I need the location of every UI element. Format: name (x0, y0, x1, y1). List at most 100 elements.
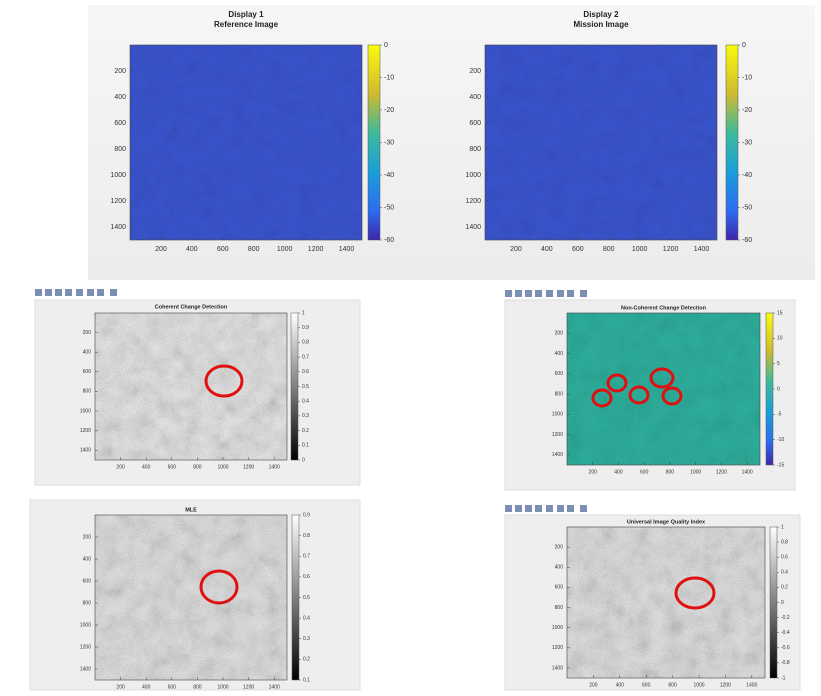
toolbar (505, 290, 587, 297)
x-tick-label: 400 (541, 246, 553, 253)
colorbar-tick-label: 0.1 (303, 677, 310, 683)
x-tick-label: 200 (155, 246, 167, 253)
x-tick-label: 400 (186, 246, 198, 253)
x-tick-label: 600 (642, 682, 651, 688)
x-tick-label: 1200 (720, 682, 731, 688)
x-tick-label: 1400 (339, 246, 355, 253)
x-tick-label: 1400 (269, 684, 280, 690)
image-noise (567, 313, 760, 465)
x-tick-label: 1400 (694, 246, 710, 253)
colorbar-tick-label: -60 (384, 237, 394, 244)
x-tick-label: 800 (248, 246, 260, 253)
figure-title: Reference Image (214, 20, 279, 29)
colorbar-tick-label: 0.7 (303, 554, 310, 560)
x-tick-label: 1000 (277, 246, 293, 253)
colorbar-tick-label: 0.3 (302, 413, 309, 419)
x-tick-label: 400 (142, 684, 151, 690)
colorbar (765, 312, 774, 466)
colorbar (291, 514, 300, 681)
colorbar-tick-label: 0.6 (303, 574, 310, 580)
x-tick-label: 600 (640, 469, 649, 475)
x-tick-label: 1000 (632, 246, 648, 253)
colorbar-tick-label: 0.6 (781, 555, 788, 561)
colorbar-tick-label: -50 (384, 204, 394, 211)
x-tick-label: 400 (616, 682, 625, 688)
y-tick-label: 800 (555, 605, 564, 611)
colorbar-tick-label: -0.6 (781, 645, 790, 651)
x-tick-label: 1000 (217, 464, 228, 470)
colorbar-tick-label: -5 (777, 412, 782, 418)
colorbar-tick-label: -0.8 (781, 660, 790, 666)
colorbar-tick-label: 15 (777, 310, 783, 316)
colorbar-tick-label: 0.1 (302, 443, 309, 449)
x-tick-label: 1400 (742, 469, 753, 475)
y-tick-label: 400 (469, 94, 481, 101)
figure-title: Non-Coherent Change Detection (621, 305, 707, 311)
y-tick-label: 1400 (110, 224, 126, 231)
y-tick-label: 400 (83, 556, 92, 562)
x-tick-label: 200 (116, 684, 125, 690)
colorbar-tick-label: -15 (777, 462, 784, 468)
colorbar-tick-label: 0.2 (302, 428, 309, 434)
colorbar-tick-label: 0.6 (302, 369, 309, 375)
y-tick-label: 800 (555, 391, 564, 397)
y-tick-label: 1400 (552, 665, 563, 671)
y-tick-label: 1000 (110, 172, 126, 179)
figure-title: MLE (185, 507, 197, 513)
colorbar (367, 44, 381, 241)
y-tick-label: 1400 (80, 666, 91, 672)
y-tick-label: 1000 (552, 412, 563, 418)
colorbar-tick-label: -0.2 (781, 615, 790, 621)
y-tick-label: 200 (114, 68, 126, 75)
axes-frame (94, 514, 288, 681)
colorbar-tick-label: 0.4 (303, 615, 310, 621)
colorbar-tick-label: 0.4 (302, 399, 309, 405)
x-tick-label: 1200 (663, 246, 679, 253)
y-tick-label: 800 (83, 600, 92, 606)
figure-title: Display 1 (228, 10, 264, 19)
colorbar-tick-label: -10 (742, 74, 752, 81)
figure-title: Universal Image Quality Index (627, 519, 706, 525)
colorbar-tick-label: 0.8 (781, 539, 788, 545)
image-noise (130, 45, 362, 240)
colorbar-tick-label: 1 (781, 524, 784, 530)
y-tick-label: 1200 (552, 645, 563, 651)
y-tick-label: 1200 (80, 428, 91, 434)
x-tick-label: 600 (168, 464, 177, 470)
figure-title: Mission Image (573, 20, 629, 29)
colorbar-tick-label: 0.5 (302, 384, 309, 390)
colorbar-tick-label: 0.9 (303, 512, 310, 518)
x-tick-label: 1200 (243, 684, 254, 690)
y-tick-label: 400 (83, 350, 92, 356)
colorbar-tick-label: 0.2 (303, 657, 310, 663)
y-tick-label: 800 (469, 146, 481, 153)
y-tick-label: 600 (555, 371, 564, 377)
y-tick-label: 1200 (465, 198, 481, 205)
colorbar-tick-label: -60 (742, 237, 752, 244)
y-tick-label: 1000 (80, 408, 91, 414)
figure: MLE 200 400 600 800 1000 1200 1400 200 400 600 800 1… (29, 499, 361, 691)
y-tick-label: 1400 (80, 448, 91, 454)
colorbar-tick-label: -40 (384, 172, 394, 179)
y-tick-label: 200 (83, 330, 92, 336)
colorbar-tick-label: 0.8 (302, 340, 309, 346)
x-tick-label: 1000 (693, 682, 704, 688)
colorbar-tick-label: 0 (777, 386, 780, 392)
x-tick-label: 200 (510, 246, 522, 253)
toolbar (35, 289, 117, 296)
colorbar-tick-label: -30 (384, 139, 394, 146)
figure-title: Coherent Change Detection (155, 304, 228, 310)
axes-frame (566, 312, 761, 466)
y-tick-label: 200 (555, 544, 564, 550)
x-tick-label: 800 (668, 682, 677, 688)
x-tick-label: 600 (168, 684, 177, 690)
y-tick-label: 600 (83, 369, 92, 375)
x-tick-label: 1400 (746, 682, 757, 688)
x-tick-label: 800 (193, 464, 202, 470)
y-tick-label: 1000 (465, 172, 481, 179)
figure: Universal Image Quality Index 200 400 600 80… (504, 514, 801, 691)
x-tick-label: 200 (116, 464, 125, 470)
